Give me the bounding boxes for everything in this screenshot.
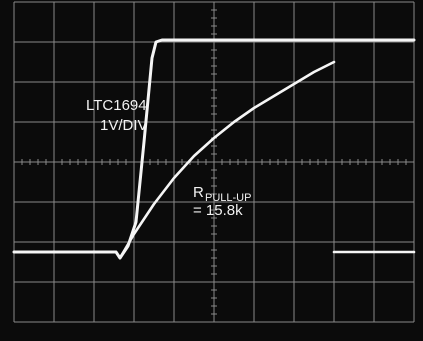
trace-line-2 bbox=[114, 60, 336, 260]
pullup-label-value: = 15.8k bbox=[193, 202, 243, 219]
series-label-line1: LTC1694 bbox=[86, 97, 147, 114]
pullup-label-r: R bbox=[193, 184, 204, 201]
waveform-traces bbox=[12, 38, 416, 260]
pullup-label-subscript: PULL-UP bbox=[205, 192, 251, 204]
graticule bbox=[13, 1, 415, 323]
series-label-line2: 1V/DIV bbox=[100, 117, 148, 134]
